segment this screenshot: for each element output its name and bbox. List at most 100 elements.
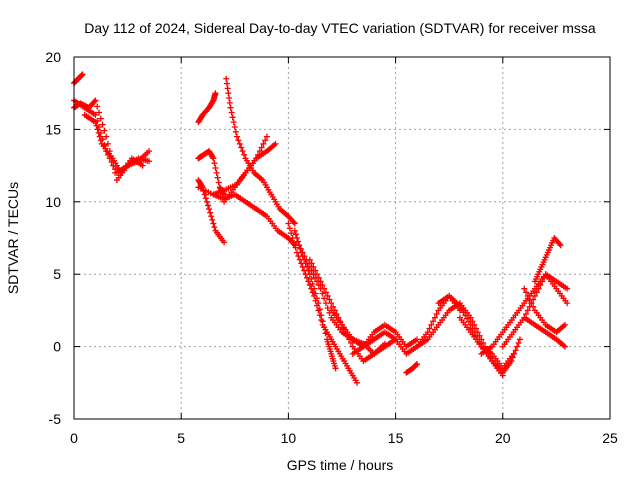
x-tick-label: 10 xyxy=(281,430,297,446)
data-point-marker xyxy=(521,285,528,292)
data-point-marker xyxy=(322,330,329,337)
data-point-marker xyxy=(537,282,544,289)
data-point-marker xyxy=(332,365,339,372)
data-point-marker xyxy=(424,329,431,336)
data-point-marker xyxy=(226,95,233,102)
data-point-marker xyxy=(209,216,216,223)
data-point-marker xyxy=(467,321,474,328)
data-point-marker xyxy=(238,144,245,151)
data-point-marker xyxy=(414,360,421,367)
data-point-marker xyxy=(211,160,218,167)
data-point-marker xyxy=(564,300,571,307)
data-point-marker xyxy=(515,339,522,346)
data-point-marker xyxy=(291,239,298,246)
data-point-marker xyxy=(104,140,111,147)
data-point-marker xyxy=(209,154,216,161)
data-point-marker xyxy=(430,318,437,325)
y-tick-label: 15 xyxy=(45,121,61,137)
data-point-marker xyxy=(561,321,568,328)
data-point-marker xyxy=(288,230,295,237)
series-arc-e xyxy=(195,90,219,126)
data-point-marker xyxy=(146,158,153,165)
data-point-marker xyxy=(315,300,322,307)
data-point-marker xyxy=(285,220,292,227)
data-point-marker xyxy=(308,260,315,267)
data-point-marker xyxy=(78,72,85,79)
data-point-marker xyxy=(101,127,108,134)
data-point-marker xyxy=(223,80,230,87)
data-point-marker xyxy=(208,213,215,220)
chart-title: Day 112 of 2024, Sidereal Day-to-day VTE… xyxy=(84,20,596,36)
data-point-marker xyxy=(91,98,98,105)
data-point-marker xyxy=(97,115,104,122)
data-point-marker xyxy=(354,379,361,386)
data-point-marker xyxy=(226,99,233,106)
data-point-marker xyxy=(255,151,262,158)
data-point-marker xyxy=(94,126,101,133)
x-axis-label: GPS time / hours xyxy=(287,457,394,473)
plot-frame xyxy=(73,56,611,420)
data-point-marker xyxy=(292,231,299,238)
data-point-marker xyxy=(508,358,515,365)
data-point-marker xyxy=(319,290,326,297)
data-point-marker xyxy=(221,239,228,246)
data-point-marker xyxy=(231,123,238,130)
data-point-marker xyxy=(79,71,86,78)
data-point-marker xyxy=(414,336,421,343)
series-arc-r xyxy=(403,360,421,376)
data-point-marker xyxy=(260,140,267,147)
data-point-marker xyxy=(312,267,319,274)
data-point-marker xyxy=(381,340,388,347)
data-point-marker xyxy=(308,276,315,283)
data-point-marker xyxy=(228,109,235,116)
data-point-marker xyxy=(428,321,435,328)
x-tick-label: 25 xyxy=(602,430,618,446)
x-tick-label: 20 xyxy=(495,430,511,446)
y-tick-label: 20 xyxy=(45,49,61,65)
data-point-marker xyxy=(321,324,328,331)
data-point-marker xyxy=(464,315,471,322)
x-tick-label: 0 xyxy=(70,430,78,446)
data-point-marker xyxy=(465,318,472,325)
data-point-marker xyxy=(312,290,319,297)
data-point-marker xyxy=(236,140,243,147)
data-point-marker xyxy=(564,285,571,292)
data-point-marker xyxy=(321,295,328,302)
data-point-marker xyxy=(229,114,236,121)
data-point-marker xyxy=(96,133,103,140)
series-arc-c xyxy=(71,97,153,184)
data-point-marker xyxy=(347,339,354,346)
data-point-marker xyxy=(524,307,531,314)
data-point-marker xyxy=(212,165,219,172)
data-point-marker xyxy=(535,285,542,292)
data-point-marker xyxy=(96,109,103,116)
data-point-marker xyxy=(211,224,218,231)
data-point-marker xyxy=(95,130,102,137)
series-arc-a xyxy=(71,71,86,87)
data-point-marker xyxy=(112,169,119,176)
series-arc-y xyxy=(531,235,564,285)
data-point-marker xyxy=(306,282,313,289)
data-point-marker xyxy=(263,133,270,140)
data-point-marker xyxy=(262,137,269,144)
data-point-marker xyxy=(92,97,99,104)
data-point-marker xyxy=(99,121,106,128)
data-point-marker xyxy=(561,343,568,350)
data-point-marker xyxy=(309,280,316,287)
tick-labels: 0 5 10 15 20 25 -5 0 5 10 15 20 xyxy=(45,49,618,446)
data-point-marker xyxy=(315,274,322,281)
x-tick-label: 15 xyxy=(388,430,404,446)
data-point-marker xyxy=(146,148,153,155)
data-point-marker xyxy=(233,133,240,140)
data-point-marker xyxy=(292,244,299,251)
series-arc-k xyxy=(210,133,270,198)
data-point-marker xyxy=(203,198,210,205)
data-point-marker xyxy=(531,292,538,299)
data-point-marker xyxy=(207,209,214,216)
data-point-marker xyxy=(512,347,519,354)
data-point-marker xyxy=(210,155,217,162)
data-point-marker xyxy=(526,296,533,303)
data-point-marker xyxy=(303,274,310,281)
data-point-marker xyxy=(253,155,260,162)
